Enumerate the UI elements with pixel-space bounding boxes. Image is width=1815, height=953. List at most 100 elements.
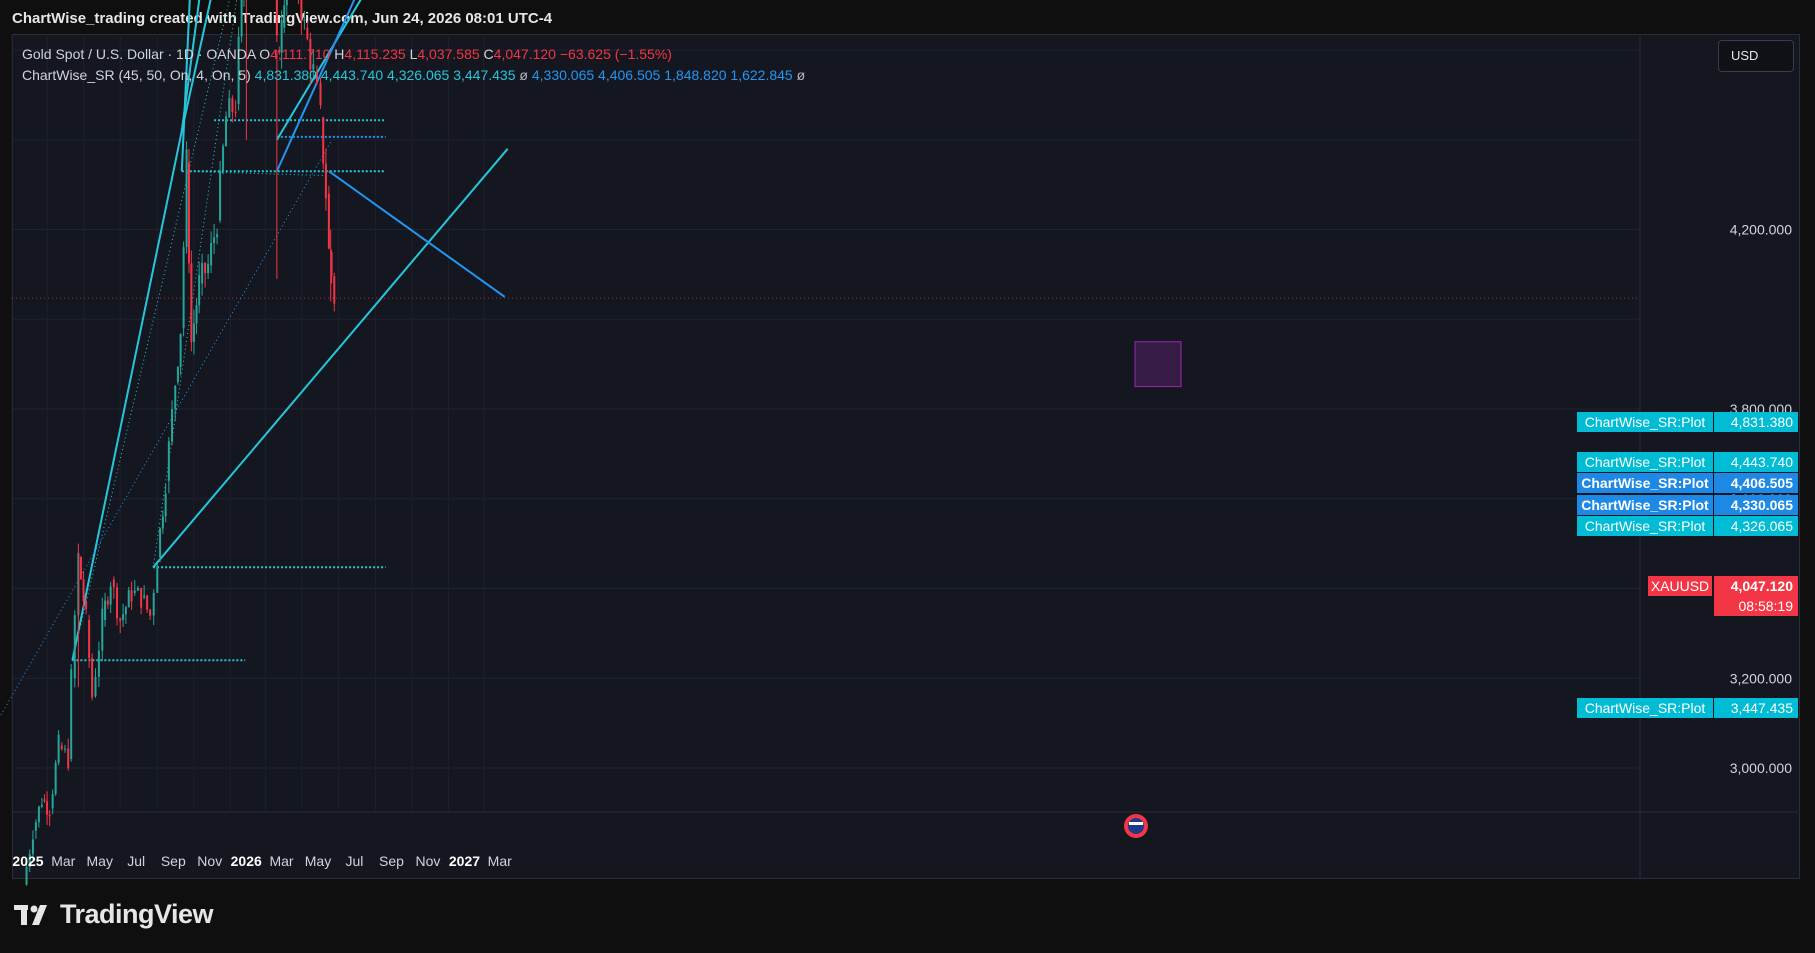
candle-body — [182, 247, 185, 329]
sr-tag-value-box — [1714, 698, 1798, 718]
price-tick-label: 3,200.000 — [1730, 670, 1792, 686]
sr-price-tag[interactable]: ChartWise_SR:Plot 3,447.435 — [1577, 698, 1798, 718]
candle-body — [73, 615, 76, 679]
candle-body — [306, 27, 309, 39]
candle-body — [152, 592, 155, 616]
chart-overlays — [1124, 341, 1182, 838]
symbol-legend-row[interactable]: Gold Spot / U.S. Dollar · 1D · OANDA O4,… — [22, 44, 805, 65]
candle-body — [48, 814, 51, 817]
candle-body — [164, 493, 167, 517]
sr-price-tag[interactable]: ChartWise_SR:Plot 4,326.065 — [1577, 516, 1798, 536]
support-resistance-levels — [12, 119, 1640, 662]
candle-body — [216, 234, 219, 238]
candle-body — [112, 579, 115, 588]
trend-line — [71, 130, 183, 661]
sr-tag-value-box — [1714, 412, 1798, 432]
sr-price-tag[interactable]: ChartWise_SR:Plot 4,831.380 — [1577, 412, 1798, 432]
price-tags: ChartWise_SR:Plot 4,831.380ChartWise_SR:P… — [1577, 412, 1798, 718]
candle-body — [94, 676, 97, 697]
indicator-value: 1,848.820 — [664, 67, 727, 83]
candle-body — [143, 595, 146, 598]
candle-body — [25, 866, 28, 885]
current-price-tag[interactable]: XAUUSD 4,047.120 08:58:19 — [1648, 576, 1798, 616]
tradingview-logo[interactable]: TradingView — [14, 898, 214, 934]
candle-body — [28, 853, 31, 867]
time-tick-label: Sep — [379, 853, 404, 869]
sr-tag-value: 4,443.740 — [1731, 454, 1793, 470]
sr-tag-value-box — [1714, 452, 1798, 472]
candle-body — [57, 734, 60, 763]
candle-body — [109, 586, 112, 605]
time-tick-label: 2025 — [12, 853, 43, 869]
candle-body — [136, 587, 139, 591]
candle-body — [70, 669, 73, 760]
candle-body — [198, 274, 201, 306]
trend-line — [181, 170, 329, 177]
candle-body — [192, 323, 195, 342]
sr-tag-value: 3,447.435 — [1731, 700, 1793, 716]
candle-body — [124, 607, 127, 615]
indicator-value: 1,622.845 — [730, 67, 793, 83]
us-flag-event-icon-inner — [1128, 818, 1144, 834]
candle-body — [174, 386, 177, 410]
candle-body — [88, 619, 91, 659]
sr-price-tag[interactable]: ChartWise_SR:Plot 4,330.065 — [1577, 495, 1798, 515]
sr-tag-label-box — [1577, 412, 1713, 432]
open-value: 4,111.710 — [270, 46, 331, 62]
candle-body — [228, 98, 231, 118]
candle-body — [204, 263, 207, 274]
candle-body — [219, 171, 222, 221]
sr-tag-value-box — [1714, 516, 1798, 536]
sr-tag-value-box — [1714, 473, 1798, 493]
candle-body — [167, 441, 170, 481]
candle-body — [127, 590, 130, 608]
candle-body — [176, 366, 179, 383]
time-tick-label: Mar — [51, 853, 75, 869]
candle-body — [82, 579, 85, 602]
candle-body — [327, 193, 330, 249]
us-flag-event-icon-stripe — [1129, 822, 1143, 825]
candle-body — [179, 333, 182, 367]
trend-lines — [0, 0, 509, 718]
indicator-value: 4,831.380 — [254, 67, 317, 83]
sr-tag-label-box — [1577, 698, 1713, 718]
trend-line — [328, 170, 506, 298]
sr-tag-label-box — [1577, 495, 1713, 515]
projection-box — [1134, 341, 1182, 388]
sr-price-tag[interactable]: ChartWise_SR:Plot 4,406.505 — [1577, 473, 1798, 493]
candle-body — [201, 263, 204, 284]
candle-body — [64, 748, 67, 750]
sr-tag-label: ChartWise_SR:Plot — [1585, 700, 1706, 716]
candle-body — [275, 0, 278, 36]
candle-body — [312, 64, 315, 70]
symbol-tag-label: XAUUSD — [1651, 578, 1709, 594]
candle-body — [283, 5, 286, 28]
candlestick-series — [25, 0, 336, 886]
time-tick-label: Jul — [346, 853, 364, 869]
candle-body — [140, 587, 143, 608]
sr-tag-label: ChartWise_SR:Plot — [1585, 414, 1706, 430]
indicator-value: 3,447.435 — [453, 67, 516, 83]
candle-body — [237, 36, 240, 104]
sr-tag-value: 4,326.065 — [1731, 518, 1793, 534]
sr-tag-label: ChartWise_SR:Plot — [1581, 497, 1709, 513]
tradingview-wordmark: TradingView — [60, 899, 214, 930]
last-price-box — [1714, 576, 1798, 616]
time-tick-label: Sep — [161, 853, 186, 869]
candle-body — [91, 658, 94, 698]
sr-price-tag[interactable]: ChartWise_SR:Plot 4,443.740 — [1577, 452, 1798, 472]
currency-selector[interactable]: USD — [1718, 40, 1794, 72]
candle-body — [51, 794, 54, 809]
candle-body — [119, 618, 122, 622]
bar-countdown: 08:58:19 — [1739, 598, 1794, 614]
candle-body — [210, 243, 213, 266]
candle-body — [161, 516, 164, 529]
close-value: 4,047.120 — [493, 46, 556, 62]
sr-tag-label: ChartWise_SR:Plot — [1585, 518, 1706, 534]
candle-body — [171, 409, 174, 442]
indicator-legend-row[interactable]: ChartWise_SR (45, 50, On, 4, On, 5) 4,83… — [22, 65, 805, 86]
candle-body — [240, 0, 243, 37]
candle-body — [40, 804, 43, 807]
candle-body — [54, 762, 57, 795]
